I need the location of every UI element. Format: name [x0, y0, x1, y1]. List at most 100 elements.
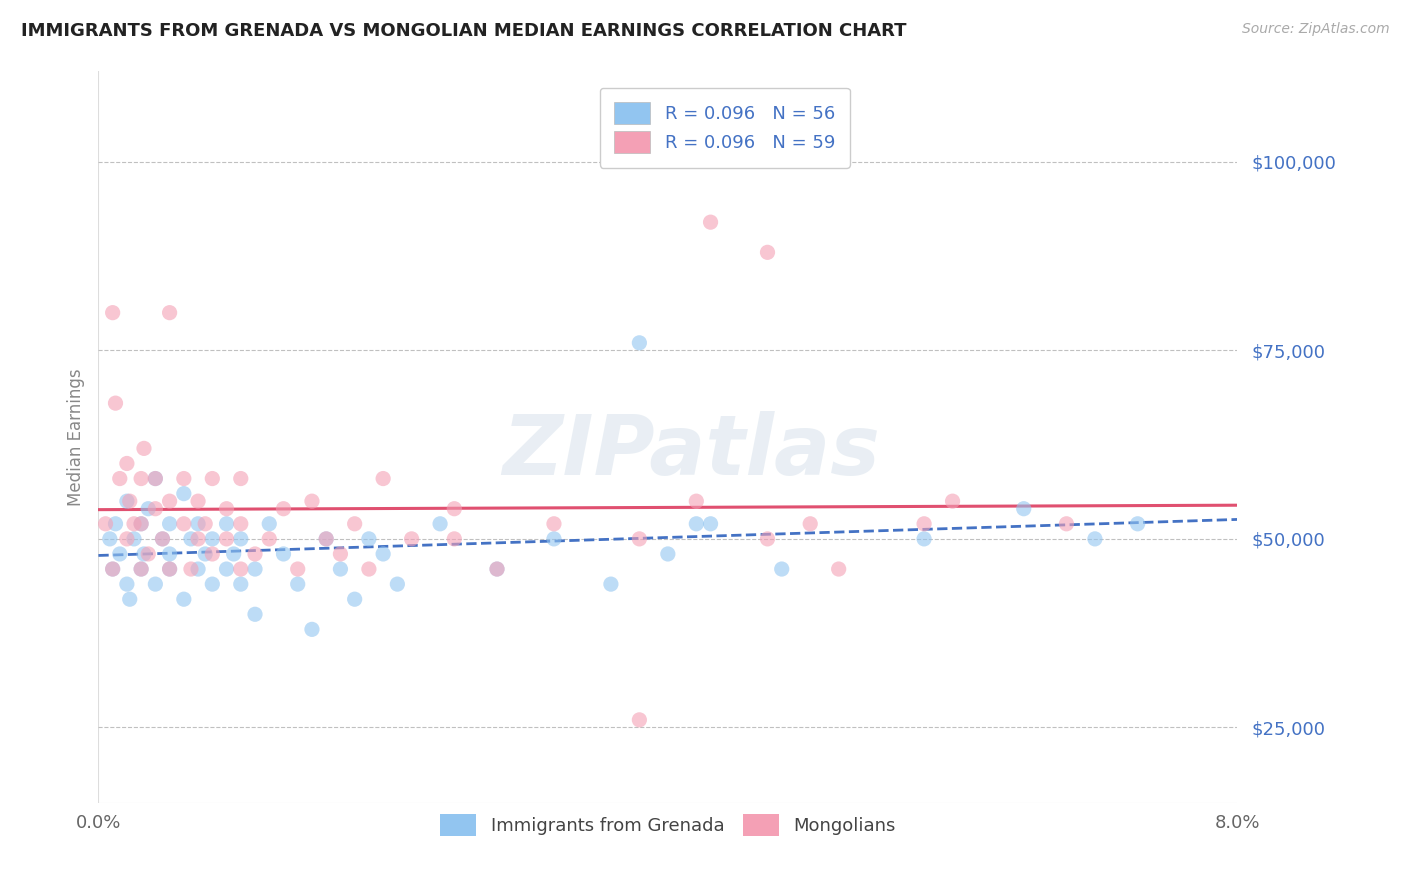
- Point: [628, 713, 651, 727]
- Point: [222, 547, 245, 561]
- Point: [685, 516, 707, 531]
- Point: [159, 562, 181, 576]
- Y-axis label: Median Earnings: Median Earnings: [66, 368, 84, 506]
- Point: [770, 562, 793, 576]
- Point: [173, 516, 195, 531]
- Point: [273, 501, 295, 516]
- Point: [132, 547, 155, 561]
- Point: [259, 532, 281, 546]
- Point: [101, 306, 124, 320]
- Point: [329, 547, 352, 561]
- Point: [187, 562, 209, 576]
- Point: [329, 562, 352, 576]
- Point: [152, 532, 174, 546]
- Point: [315, 532, 337, 546]
- Point: [287, 562, 309, 576]
- Point: [1012, 501, 1035, 516]
- Point: [173, 486, 195, 500]
- Point: [657, 547, 679, 561]
- Point: [201, 471, 224, 485]
- Point: [187, 494, 209, 508]
- Point: [628, 335, 651, 350]
- Point: [115, 532, 138, 546]
- Point: [229, 516, 252, 531]
- Point: [118, 494, 141, 508]
- Point: [243, 562, 266, 576]
- Point: [799, 516, 821, 531]
- Point: [273, 547, 295, 561]
- Point: [229, 532, 252, 546]
- Point: [145, 577, 167, 591]
- Point: [129, 516, 152, 531]
- Point: [104, 396, 127, 410]
- Point: [115, 494, 138, 508]
- Point: [201, 532, 224, 546]
- Point: [194, 547, 217, 561]
- Point: [301, 494, 323, 508]
- Point: [132, 442, 155, 456]
- Point: [912, 516, 935, 531]
- Text: IMMIGRANTS FROM GRENADA VS MONGOLIAN MEDIAN EARNINGS CORRELATION CHART: IMMIGRANTS FROM GRENADA VS MONGOLIAN MED…: [21, 22, 907, 40]
- Point: [543, 516, 565, 531]
- Point: [387, 577, 409, 591]
- Point: [129, 516, 152, 531]
- Point: [201, 577, 224, 591]
- Point: [187, 532, 209, 546]
- Point: [136, 547, 159, 561]
- Point: [699, 215, 721, 229]
- Point: [194, 516, 217, 531]
- Point: [1084, 532, 1107, 546]
- Point: [1056, 516, 1078, 531]
- Point: [98, 532, 121, 546]
- Point: [243, 607, 266, 622]
- Point: [429, 516, 451, 531]
- Point: [343, 516, 366, 531]
- Point: [229, 471, 252, 485]
- Point: [108, 471, 131, 485]
- Point: [201, 547, 224, 561]
- Point: [756, 532, 779, 546]
- Point: [600, 577, 623, 591]
- Point: [685, 494, 707, 508]
- Point: [371, 547, 394, 561]
- Point: [118, 592, 141, 607]
- Point: [145, 501, 167, 516]
- Point: [173, 592, 195, 607]
- Point: [145, 471, 167, 485]
- Point: [129, 562, 152, 576]
- Point: [443, 532, 465, 546]
- Point: [159, 547, 181, 561]
- Text: ZIPatlas: ZIPatlas: [502, 411, 880, 492]
- Point: [229, 577, 252, 591]
- Point: [628, 532, 651, 546]
- Point: [101, 562, 124, 576]
- Point: [699, 516, 721, 531]
- Point: [259, 516, 281, 531]
- Point: [543, 532, 565, 546]
- Point: [215, 501, 238, 516]
- Point: [942, 494, 965, 508]
- Point: [104, 516, 127, 531]
- Point: [357, 562, 380, 576]
- Point: [122, 532, 145, 546]
- Point: [180, 562, 202, 576]
- Point: [159, 516, 181, 531]
- Point: [115, 457, 138, 471]
- Point: [129, 562, 152, 576]
- Point: [115, 577, 138, 591]
- Point: [173, 471, 195, 485]
- Point: [401, 532, 423, 546]
- Point: [1126, 516, 1149, 531]
- Point: [357, 532, 380, 546]
- Point: [912, 532, 935, 546]
- Point: [315, 532, 337, 546]
- Point: [443, 501, 465, 516]
- Text: Source: ZipAtlas.com: Source: ZipAtlas.com: [1241, 22, 1389, 37]
- Legend: Immigrants from Grenada, Mongolians: Immigrants from Grenada, Mongolians: [432, 805, 904, 845]
- Point: [122, 516, 145, 531]
- Point: [486, 562, 509, 576]
- Point: [243, 547, 266, 561]
- Point: [159, 562, 181, 576]
- Point: [180, 532, 202, 546]
- Point: [828, 562, 851, 576]
